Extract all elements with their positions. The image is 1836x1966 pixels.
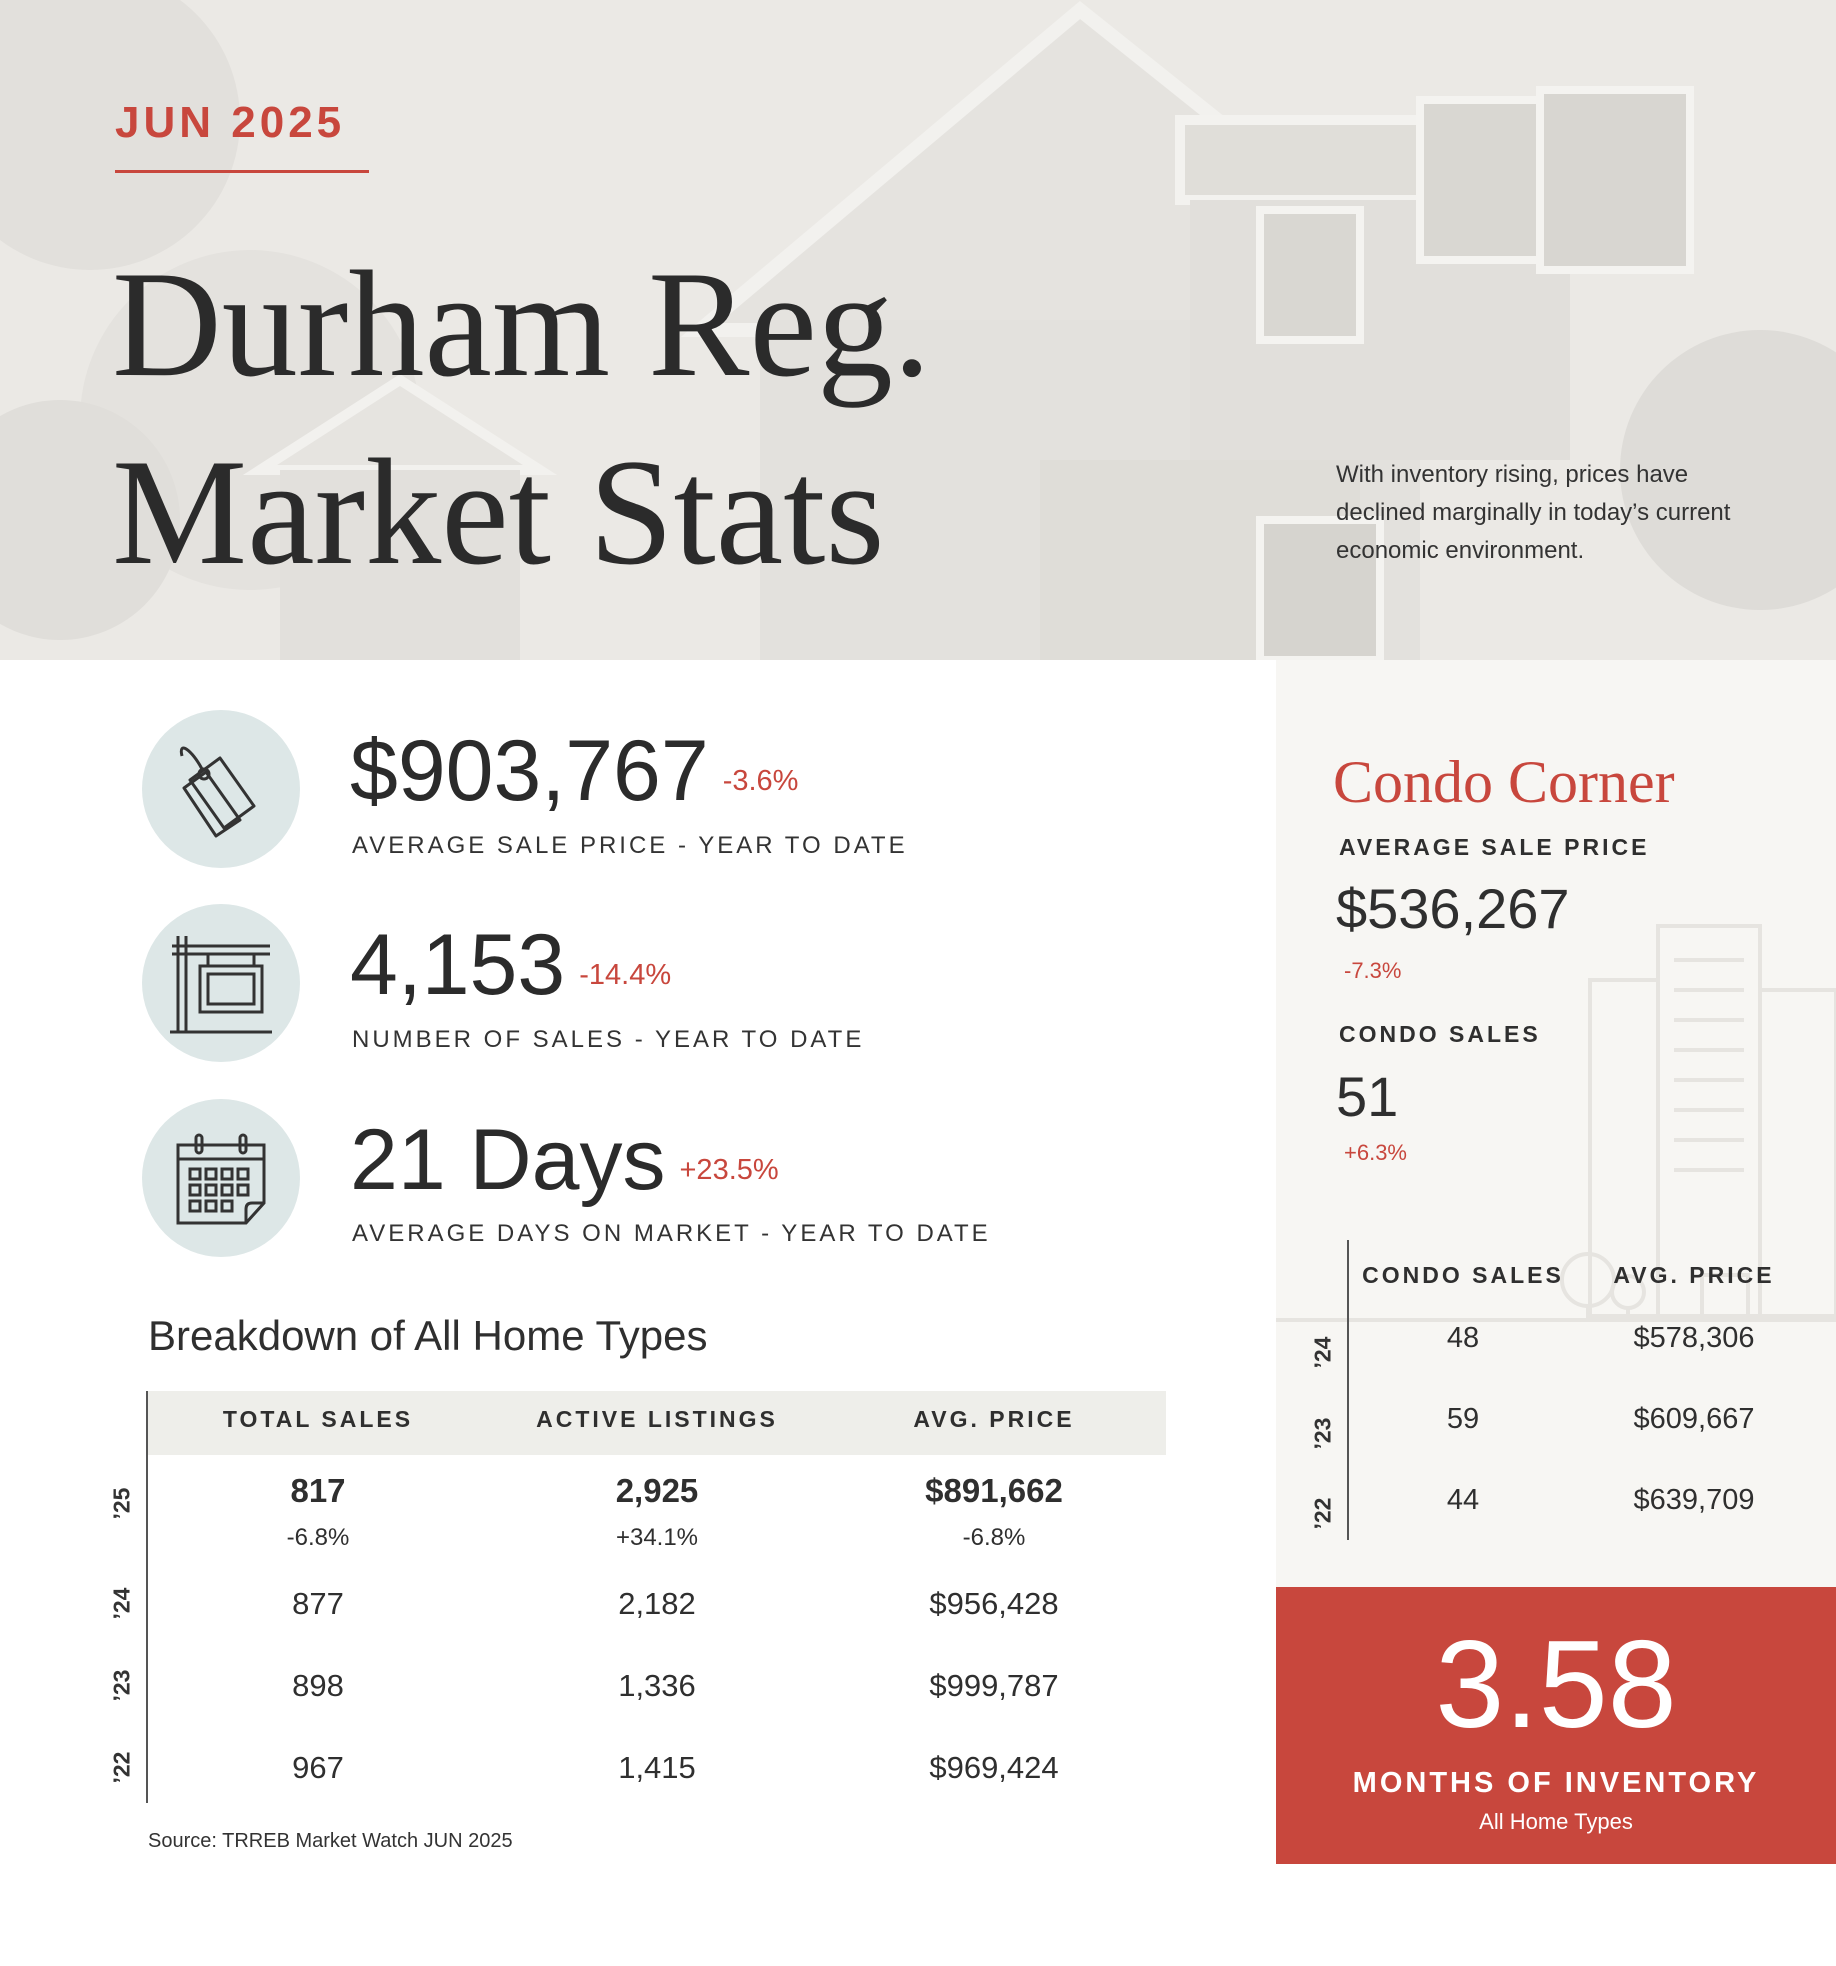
- condo-corner-panel: [1276, 660, 1836, 1587]
- report-month: JUN 2025: [115, 98, 346, 147]
- avg-sale-price-value: $903,767: [350, 723, 709, 819]
- months-of-inventory-box: 3.58 MONTHS OF INVENTORY All Home Types: [1276, 1587, 1836, 1864]
- year-label: ’22: [108, 1751, 135, 1784]
- page-title: Durham Reg. Market Stats: [112, 230, 931, 606]
- header-avg-price: AVG. PRICE: [913, 1406, 1075, 1432]
- table-cell: $891,662: [925, 1472, 1063, 1509]
- days-on-market-value: 21 Days: [350, 1112, 666, 1208]
- months-of-inventory-sublabel: All Home Types: [1479, 1809, 1633, 1834]
- table-cell: $639,709: [1633, 1484, 1755, 1516]
- calendar-icon: [142, 1099, 300, 1257]
- number-of-sales-change: -14.4%: [579, 959, 672, 991]
- avg-sale-price-change: -3.6%: [722, 765, 799, 797]
- table-cell: 48: [1446, 1322, 1480, 1354]
- number-of-sales-value: 4,153: [350, 917, 566, 1013]
- year-label: ’25: [108, 1487, 135, 1520]
- year-label: ’24: [108, 1587, 135, 1620]
- table-cell: 2,925: [615, 1472, 699, 1509]
- table-cell: 1,415: [618, 1750, 696, 1785]
- header-total-sales: TOTAL SALES: [222, 1406, 414, 1432]
- breakdown-title: Breakdown of All Home Types: [148, 1312, 708, 1359]
- avg-sale-price-label: AVERAGE SALE PRICE - YEAR TO DATE: [352, 832, 908, 859]
- table-cell: 59: [1446, 1403, 1480, 1435]
- breakdown-table-header: [148, 1391, 1166, 1455]
- number-of-sales-stat: 4,153 -14.4%: [350, 922, 671, 1008]
- table-cell: 44: [1446, 1484, 1480, 1516]
- year-label: ’23: [108, 1669, 135, 1702]
- condo-sales-label: CONDO SALES: [1339, 1021, 1541, 1047]
- header-active-listings: ACTIVE LISTINGS: [536, 1406, 778, 1432]
- table-cell: 1,336: [618, 1668, 696, 1703]
- header-condo-avg-price: AVG. PRICE: [1613, 1262, 1775, 1288]
- table-cell: $999,787: [929, 1668, 1059, 1703]
- header-condo-sales: CONDO SALES: [1362, 1262, 1564, 1288]
- table-cell: $956,428: [929, 1586, 1059, 1621]
- title-line-1: Durham Reg.: [112, 240, 931, 408]
- market-summary: With inventory rising, prices have decli…: [1336, 461, 1731, 564]
- table-cell: 898: [292, 1668, 344, 1703]
- days-on-market-label: AVERAGE DAYS ON MARKET - YEAR TO DATE: [352, 1220, 991, 1247]
- table-cell: 967: [292, 1750, 344, 1785]
- condo-sales-value: 51: [1336, 1065, 1399, 1128]
- table-cell: $969,424: [929, 1750, 1059, 1785]
- months-of-inventory-label: MONTHS OF INVENTORY: [1352, 1767, 1760, 1799]
- breakdown-divider: [146, 1391, 148, 1803]
- condo-avg-price-change: -7.3%: [1344, 958, 1402, 983]
- year-label: ’22: [1309, 1497, 1336, 1530]
- avg-sale-price-stat: $903,767 -3.6%: [350, 728, 798, 814]
- condo-avg-price-value: $536,267: [1336, 877, 1570, 940]
- table-cell: $609,667: [1633, 1403, 1755, 1435]
- table-change: -6.8%: [286, 1524, 350, 1551]
- condo-avg-price-label: AVERAGE SALE PRICE: [1339, 834, 1650, 860]
- title-line-2: Market Stats: [112, 428, 885, 596]
- days-on-market-change: +23.5%: [679, 1154, 779, 1186]
- days-on-market-stat: 21 Days +23.5%: [350, 1117, 779, 1203]
- number-of-sales-label: NUMBER OF SALES - YEAR TO DATE: [352, 1026, 865, 1053]
- months-of-inventory-value: 3.58: [1435, 1616, 1677, 1754]
- table-change: +34.1%: [615, 1524, 699, 1551]
- hero-banner: [0, 0, 1836, 660]
- month-underline: [115, 170, 369, 173]
- source-note: Source: TRREB Market Watch JUN 2025: [148, 1830, 513, 1852]
- house-background-image: [0, 0, 1836, 660]
- year-label: ’23: [1309, 1417, 1336, 1450]
- condo-sales-change: +6.3%: [1344, 1140, 1407, 1165]
- table-cell: $578,306: [1633, 1322, 1755, 1354]
- condo-building-icon: [1276, 924, 1836, 1322]
- condo-corner-title: Condo Corner: [1333, 749, 1675, 815]
- table-cell: 817: [290, 1472, 346, 1509]
- table-change: -6.8%: [962, 1524, 1026, 1551]
- price-tag-icon: [142, 710, 300, 868]
- table-cell: 2,182: [618, 1586, 696, 1621]
- table-cell: 877: [292, 1586, 344, 1621]
- year-label: ’24: [1309, 1336, 1336, 1369]
- for-sale-sign-icon: [142, 904, 300, 1062]
- condo-table-divider: [1347, 1240, 1349, 1540]
